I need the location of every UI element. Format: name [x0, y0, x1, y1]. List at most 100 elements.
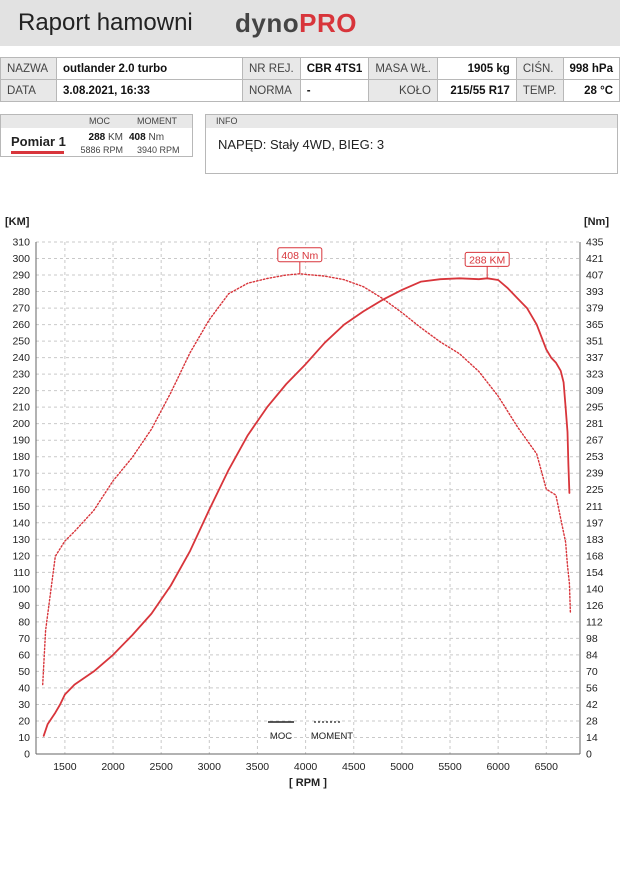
- x-tick-label: 4000: [294, 761, 318, 773]
- meta-label: TEMP.: [515, 79, 564, 102]
- y-left-tick-label: 120: [12, 550, 30, 562]
- x-tick-label: 3500: [246, 761, 270, 773]
- y-left-tick-label: 80: [18, 616, 30, 628]
- x-tick-label: 5000: [390, 761, 414, 773]
- y-left-tick-label: 160: [12, 484, 30, 496]
- y-left-tick-label: 310: [12, 237, 30, 249]
- y-left-tick-label: 260: [12, 319, 30, 331]
- run-summary-header: MOC MOMENT: [1, 115, 192, 128]
- info-text: NAPĘD: Stały 4WD, BIEG: 3: [218, 137, 385, 152]
- logo-primary: dyno: [235, 8, 300, 38]
- meta-value: 1905 kg: [436, 57, 517, 80]
- chart-axes: 0102030405060708090100110120130140150160…: [5, 216, 609, 789]
- run-name: Pomiar 1: [11, 134, 66, 149]
- meta-label: MASA WŁ.: [368, 57, 438, 80]
- x-tick-label: 1500: [53, 761, 77, 773]
- y-right-tick-label: 98: [586, 633, 598, 645]
- meta-value: 215/55 R17: [436, 79, 517, 102]
- report-header: Raport hamowni dynoPRO: [0, 0, 620, 46]
- y-right-tick-label: 351: [586, 336, 604, 348]
- y-left-tick-label: 130: [12, 534, 30, 546]
- y-left-tick-label: 220: [12, 385, 30, 397]
- meta-label: CIŚN.: [515, 57, 564, 80]
- dyno-chart: 0102030405060708090100110120130140150160…: [5, 216, 609, 789]
- y-right-tick-label: 421: [586, 253, 604, 265]
- peak-label: 288 KM: [469, 254, 505, 266]
- y-right-tick-label: 267: [586, 435, 604, 447]
- dynopro-logo: dynoPRO: [235, 8, 357, 39]
- power-peak-rpm: 5886 RPM: [80, 145, 123, 155]
- y-left-tick-label: 240: [12, 352, 30, 364]
- y-left-tick-label: 50: [18, 666, 30, 678]
- meta-value: 28 °C: [562, 79, 620, 102]
- y-right-tick-label: 309: [586, 385, 604, 397]
- y-right-tick-label: 154: [586, 567, 604, 579]
- y-left-tick-label: 180: [12, 451, 30, 463]
- y-left-tick-label: 210: [12, 402, 30, 414]
- meta-value: outlander 2.0 turbo: [55, 57, 243, 80]
- meta-row-1: NAZWA outlander 2.0 turbo NR REJ. CBR 4T…: [0, 57, 620, 80]
- x-tick-label: 2000: [101, 761, 125, 773]
- x-tick-label: 3000: [198, 761, 222, 773]
- report-title: Raport hamowni: [18, 9, 193, 36]
- y-left-tick-label: 30: [18, 699, 30, 711]
- y-right-tick-label: 84: [586, 649, 598, 661]
- power-peak-unit: KM: [108, 132, 123, 143]
- torque-peak: 408 Nm: [129, 132, 179, 143]
- y-left-tick-label: 90: [18, 600, 30, 612]
- y-right-tick-label: 239: [586, 468, 604, 480]
- y-left-tick-label: 190: [12, 435, 30, 447]
- y-right-tick-label: 295: [586, 402, 604, 414]
- meta-value: CBR 4TS1: [299, 57, 370, 80]
- y-left-tick-label: 60: [18, 649, 30, 661]
- peak-label-box: [277, 247, 323, 263]
- meta-label: NR REJ.: [241, 57, 301, 80]
- run-summary-box: MOC MOMENT Pomiar 1 288 KM 5886 RPM 408 …: [0, 114, 193, 157]
- y-right-tick-label: 42: [586, 699, 598, 711]
- meta-label: NORMA: [241, 79, 301, 102]
- y-left-tick-label: 290: [12, 270, 30, 282]
- y-left-tick-label: 40: [18, 682, 30, 694]
- meta-value: 998 hPa: [562, 57, 620, 80]
- info-box: INFO NAPĘD: Stały 4WD, BIEG: 3: [205, 114, 618, 174]
- y-right-tick-label: 253: [586, 451, 604, 463]
- y-right-tick-label: 337: [586, 352, 604, 364]
- y-right-axis-label: [Nm]: [584, 216, 609, 228]
- y-left-tick-label: 110: [13, 567, 30, 579]
- y-right-tick-label: 407: [586, 270, 604, 282]
- chart-series: [42, 273, 572, 737]
- torque-peak-unit: Nm: [148, 132, 165, 143]
- y-right-tick-label: 211: [586, 501, 603, 513]
- y-left-axis-label: [KM]: [5, 216, 30, 228]
- y-left-tick-label: 200: [12, 418, 30, 430]
- y-right-tick-label: 0: [586, 749, 592, 761]
- info-header-label: INFO: [216, 116, 238, 126]
- meta-value: 3.08.2021, 16:33: [55, 79, 243, 102]
- y-right-tick-label: 323: [586, 369, 604, 381]
- legend-label-torque: MOMENT: [311, 731, 353, 742]
- y-right-tick-label: 281: [586, 418, 604, 430]
- x-tick-label: 4500: [342, 761, 366, 773]
- torque-header: MOMENT: [137, 116, 177, 126]
- y-left-tick-label: 230: [12, 369, 30, 381]
- run-color-swatch: [11, 151, 64, 154]
- x-axis-label: [ RPM ]: [289, 777, 327, 789]
- x-tick-label: 2500: [149, 761, 173, 773]
- y-left-tick-label: 270: [12, 303, 30, 315]
- info-header: INFO: [206, 115, 617, 128]
- y-right-tick-label: 14: [586, 732, 598, 744]
- y-left-tick-label: 140: [12, 517, 30, 529]
- y-right-tick-label: 379: [586, 303, 604, 315]
- y-right-tick-label: 225: [586, 484, 604, 496]
- legend-label-power: MOC: [270, 731, 292, 742]
- meta-label: NAZWA: [0, 57, 57, 80]
- y-right-tick-label: 126: [586, 600, 604, 612]
- torque-peak-rpm: 3940 RPM: [137, 145, 180, 155]
- y-right-tick-label: 365: [586, 319, 604, 331]
- y-right-tick-label: 112: [586, 616, 603, 628]
- y-right-tick-label: 435: [586, 237, 604, 249]
- y-right-tick-label: 140: [586, 583, 604, 595]
- y-left-tick-label: 0: [24, 749, 30, 761]
- y-left-tick-label: 250: [12, 336, 30, 348]
- torque-peak-value: 408: [129, 132, 146, 143]
